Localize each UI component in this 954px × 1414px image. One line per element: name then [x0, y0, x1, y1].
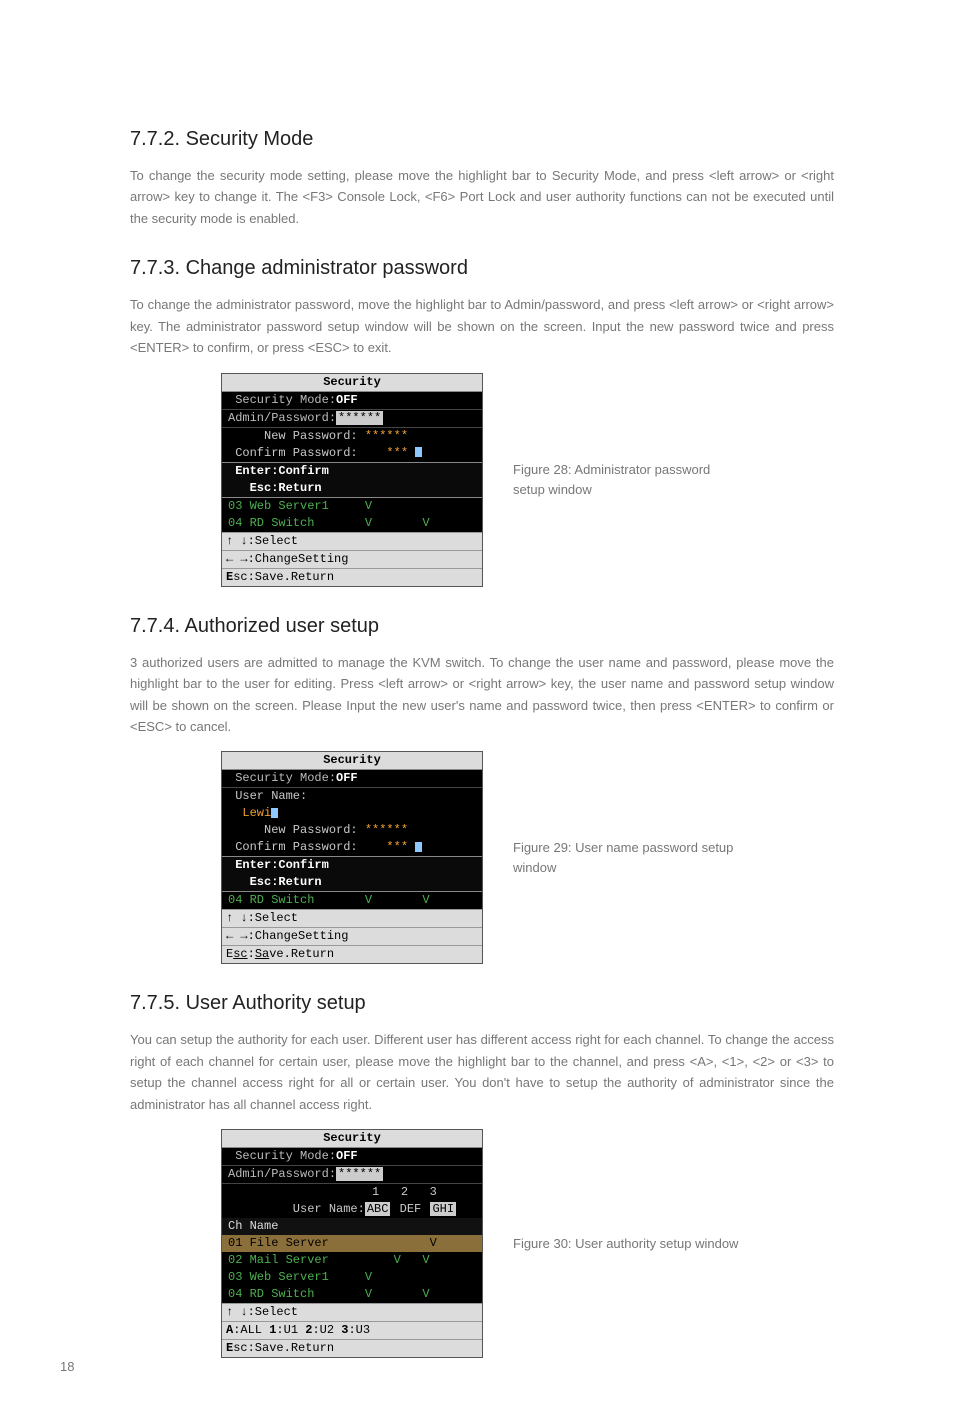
term-text: Security Mode:	[228, 771, 336, 785]
term-row: 04 RD Switch V V	[222, 892, 482, 909]
page-number: 18	[60, 1359, 74, 1374]
term-col-header: Ch Name	[222, 1218, 482, 1235]
heading-authorized-user-setup: 7.7.4. Authorized user setup	[130, 615, 834, 638]
term-line: Confirm Password: ***	[222, 445, 482, 462]
cursor-icon	[415, 447, 422, 457]
figure-28-caption: Figure 28: Administrator password setup …	[513, 460, 743, 499]
term-row-selected: 01 File Server V	[222, 1235, 482, 1252]
term-text: Confirm Password:	[228, 446, 358, 460]
term-footer: A:ALL 1:U1 2:U2 3:U3	[222, 1321, 482, 1339]
term-title: Security	[222, 752, 482, 770]
term-line: Confirm Password: ***	[222, 839, 482, 856]
figure-29-row: Security Security Mode:OFF User Name: Le…	[130, 751, 834, 964]
term-text: Admin/Password:	[228, 411, 336, 425]
term-text: :U3	[348, 1323, 370, 1337]
para-change-admin-password: To change the administrator password, mo…	[130, 294, 834, 358]
term-footer: Esc:Save.Return	[222, 945, 482, 963]
term-title: Security	[222, 1130, 482, 1148]
term-line: Security Mode:OFF	[222, 770, 482, 788]
term-hint: Enter:Confirm	[222, 857, 482, 874]
figure-28-row: Security Security Mode:OFF Admin/Passwor…	[130, 373, 834, 587]
term-row: 04 RD Switch V V	[222, 515, 482, 532]
term-row: 03 Web Server1 V	[222, 1269, 482, 1286]
term-user: GHI	[430, 1202, 456, 1216]
term-text: Confirm Password:	[228, 840, 358, 854]
figure-28-terminal: Security Security Mode:OFF Admin/Passwor…	[221, 373, 483, 587]
term-line: Lewi	[222, 805, 482, 822]
term-text: sc:Save.Return	[233, 570, 334, 584]
term-text: New Password:	[228, 429, 358, 443]
cursor-icon	[415, 842, 422, 852]
term-line: Security Mode:OFF	[222, 392, 482, 410]
term-hint: Esc:Return	[222, 480, 482, 497]
term-value: OFF	[336, 393, 358, 407]
term-key: E	[226, 1341, 233, 1355]
term-line: New Password: ******	[222, 428, 482, 445]
term-row: 03 Web Server1 V	[222, 498, 482, 515]
term-hint: Esc:Return	[222, 874, 482, 891]
term-footer: ↑ ↓:Select	[222, 532, 482, 550]
term-value: OFF	[336, 1149, 358, 1163]
term-footer: ↑ ↓:Select	[222, 909, 482, 927]
term-value: ******	[358, 823, 408, 837]
term-text: :U1	[276, 1323, 305, 1337]
term-value: ***	[358, 446, 416, 460]
figure-29-terminal: Security Security Mode:OFF User Name: Le…	[221, 751, 483, 964]
term-footer: Esc:Save.Return	[222, 568, 482, 586]
figure-30-caption: Figure 30: User authority setup window	[513, 1234, 743, 1254]
term-user: ABC	[365, 1202, 391, 1216]
term-line: New Password: ******	[222, 822, 482, 839]
figure-29-caption: Figure 29: User name password setup wind…	[513, 838, 743, 877]
term-text: :U2	[312, 1323, 341, 1337]
term-user: DEF	[398, 1202, 424, 1216]
para-security-mode: To change the security mode setting, ple…	[130, 165, 834, 229]
heading-user-authority-setup: 7.7.5. User Authority setup	[130, 992, 834, 1015]
document-page: 7.7.2. Security Mode To change the secur…	[0, 0, 954, 1414]
term-value: ******	[336, 1167, 383, 1181]
term-title: Security	[222, 374, 482, 392]
term-footer: ← →:ChangeSetting	[222, 927, 482, 945]
term-hint: Enter:Confirm	[222, 463, 482, 480]
heading-security-mode: 7.7.2. Security Mode	[130, 128, 834, 151]
term-row: 02 Mail Server V V	[222, 1252, 482, 1269]
term-line: User Name:ABC DEF GHI	[222, 1201, 482, 1218]
term-footer: Esc:Save.Return	[222, 1339, 482, 1357]
term-value: ***	[358, 840, 416, 854]
term-text: Security Mode:	[228, 393, 336, 407]
term-value: ******	[358, 429, 408, 443]
term-text: New Password:	[228, 823, 358, 837]
term-value: Lewi	[228, 806, 271, 820]
term-value: ******	[336, 411, 383, 425]
figure-30-terminal: Security Security Mode:OFF Admin/Passwor…	[221, 1129, 483, 1358]
term-footer: ← →:ChangeSetting	[222, 550, 482, 568]
term-line: Admin/Password:******	[222, 410, 482, 428]
heading-change-admin-password: 7.7.3. Change administrator password	[130, 257, 834, 280]
term-text: Admin/Password:	[228, 1167, 336, 1181]
para-user-authority-setup: You can setup the authority for each use…	[130, 1029, 834, 1115]
term-text: :ALL	[233, 1323, 269, 1337]
term-hint-box: Enter:Confirm Esc:Return	[222, 856, 482, 892]
term-footer: ↑ ↓:Select	[222, 1303, 482, 1321]
para-authorized-user-setup: 3 authorized users are admitted to manag…	[130, 652, 834, 738]
term-line: Security Mode:OFF	[222, 1148, 482, 1166]
term-text: User Name:	[228, 1202, 365, 1216]
term-text: sc:Save.Return	[233, 1341, 334, 1355]
term-value: OFF	[336, 771, 358, 785]
term-line: Admin/Password:******	[222, 1166, 482, 1184]
term-hint-box: Enter:Confirm Esc:Return	[222, 462, 482, 498]
figure-30-row: Security Security Mode:OFF Admin/Passwor…	[130, 1129, 834, 1358]
term-text: Security Mode:	[228, 1149, 336, 1163]
cursor-icon	[271, 808, 278, 818]
term-row: 04 RD Switch V V	[222, 1286, 482, 1303]
term-line: 1 2 3	[222, 1184, 482, 1201]
term-text: Esc:Save.Return	[226, 947, 334, 961]
term-line: User Name:	[222, 788, 482, 805]
